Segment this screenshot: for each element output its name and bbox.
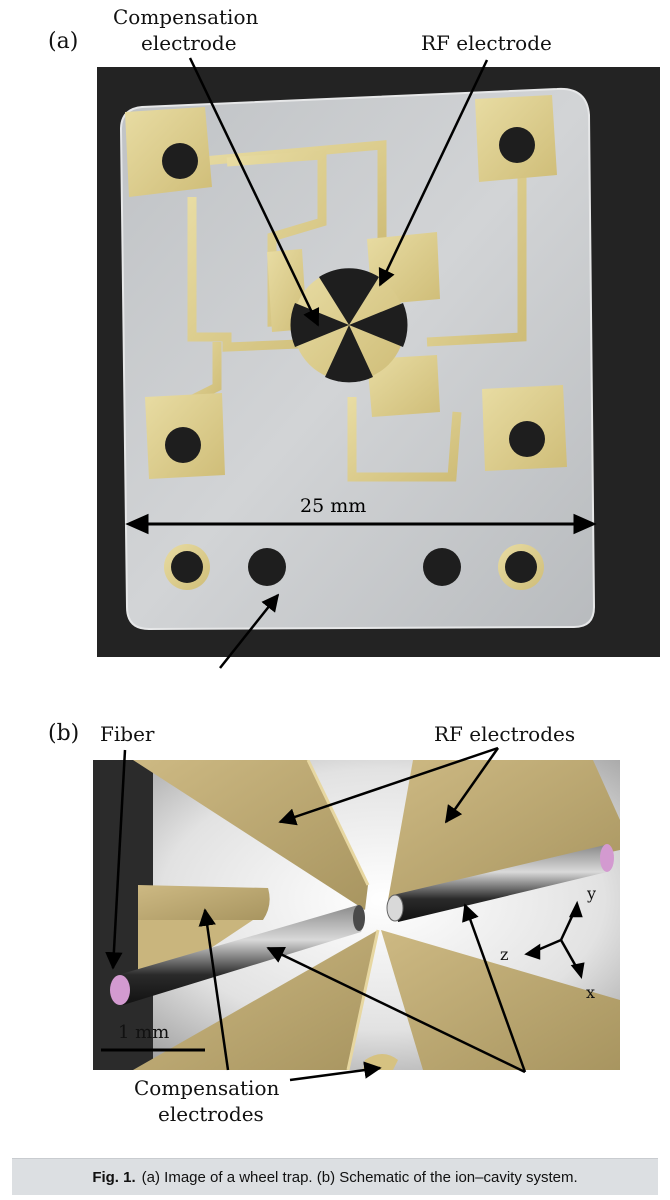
scale-label-25mm: 25 mm: [300, 495, 367, 517]
panel-a-label: (a): [48, 29, 79, 54]
axis-label-z: z: [500, 945, 509, 964]
wheel-trap-drawing: [119, 87, 597, 631]
compensation-electrode-label-line2: electrode: [141, 31, 237, 55]
figure-number: Fig. 1.: [92, 1168, 136, 1186]
scale-label-1mm: 1 mm: [118, 1022, 170, 1043]
compensation-electrode-label-line1: Compensation: [113, 5, 259, 29]
fiber-label: Fiber: [100, 722, 155, 746]
axis-label-y: y: [587, 884, 597, 903]
panel-b-label: (b): [48, 721, 80, 746]
rf-electrodes-label: RF electrodes: [434, 722, 576, 746]
compensation-electrodes-label-line2: electrodes: [158, 1102, 264, 1126]
figure-caption-text: (a) Image of a wheel trap. (b) Schematic…: [141, 1168, 578, 1186]
compensation-electrodes-label-line1: Compensation: [134, 1076, 280, 1100]
rf-electrode-label: RF electrode: [421, 31, 552, 55]
ion-cavity-schematic: [93, 760, 620, 1070]
figure-caption: Fig. 1. (a) Image of a wheel trap. (b) S…: [12, 1158, 658, 1195]
ion-cavity-drawing: [93, 760, 620, 1070]
axis-label-x: x: [586, 983, 596, 1002]
wheel-trap-photo: [97, 67, 660, 657]
